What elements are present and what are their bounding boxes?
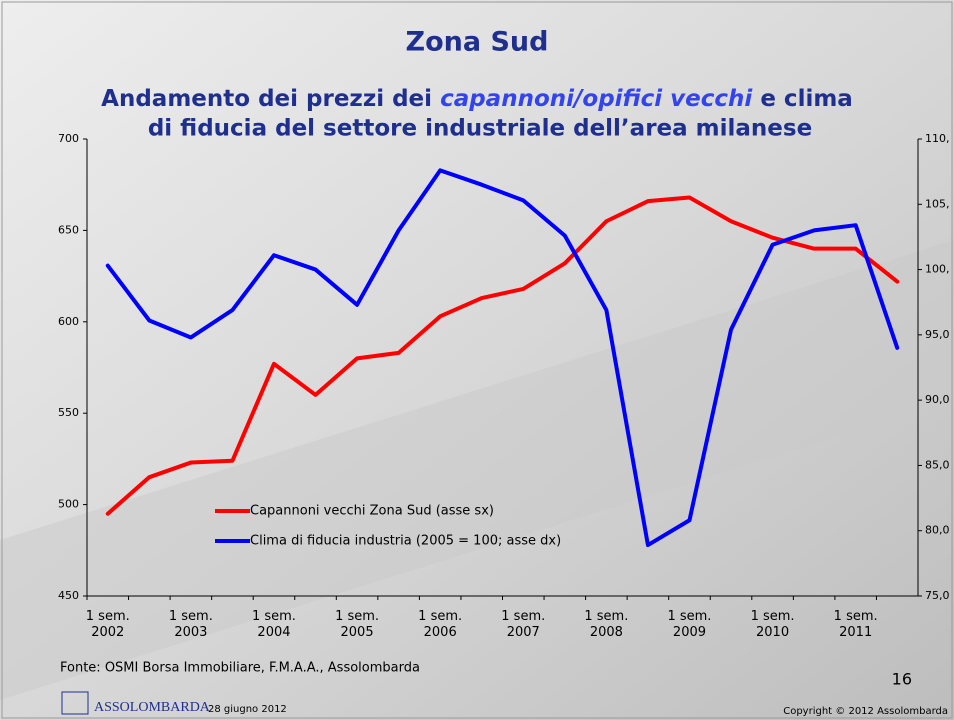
x-tick-label-line: 1 sem. — [751, 609, 795, 624]
subtitle-italic: capannoni/opifici vecchi — [440, 86, 753, 112]
y-tick-label: 650 — [58, 223, 79, 236]
y-tick-label: 550 — [58, 406, 79, 419]
x-tick-label: 1 sem. 2004 — [252, 609, 296, 640]
x-tick-label-line: 1 sem. — [501, 609, 545, 624]
y2-tick-label: 100, — [925, 263, 950, 276]
x-tick-label: 1 sem. 2010 — [751, 609, 795, 640]
x-tick-label-line: 1 sem. — [335, 609, 379, 624]
legend-label: Capannoni vecchi Zona Sud (asse sx) — [250, 504, 494, 519]
y-tick-label: 700 — [58, 132, 79, 145]
series-line — [105, 168, 900, 548]
x-tick-label-line: 2009 — [673, 625, 706, 640]
x-tick-label: 1 sem. 2009 — [667, 609, 711, 640]
copyright: Copyright © 2012 Assolombarda — [783, 706, 948, 717]
x-tick-label-line: 1 sem. — [169, 609, 213, 624]
x-tick-label: 1 sem. 2008 — [584, 609, 628, 640]
y2-tick-label: 75,0 — [925, 589, 950, 602]
x-tick-label: 1 sem. 2011 — [834, 609, 878, 640]
page-number: 16 — [892, 670, 912, 689]
y2-tick-label: 105, — [925, 197, 950, 210]
x-tick-label-line: 2005 — [341, 625, 374, 640]
x-tick-label-line: 2011 — [839, 625, 872, 640]
x-tick-label-line: 2007 — [507, 625, 540, 640]
series-line — [105, 195, 900, 516]
y2-tick-label: 110, — [925, 132, 950, 145]
y-tick-label: 450 — [58, 589, 79, 602]
x-tick-label: 1 sem. 2002 — [86, 609, 130, 640]
x-tick-label-line: 2002 — [91, 625, 124, 640]
y-tick-label: 500 — [58, 498, 79, 511]
x-tick-label: 1 sem. 2003 — [169, 609, 213, 640]
x-tick-label-line: 2010 — [756, 625, 789, 640]
y-tick-label: 600 — [58, 315, 79, 328]
x-tick-label-line: 1 sem. — [584, 609, 628, 624]
y2-tick-label: 90,0 — [925, 393, 950, 406]
logo: ASSOLOMBARDA — [94, 700, 211, 715]
x-tick-label-line: 2004 — [257, 625, 290, 640]
x-tick-label: 1 sem. 2007 — [501, 609, 545, 640]
date: 28 giugno 2012 — [208, 704, 287, 715]
chart-title: Zona Sud — [406, 27, 549, 58]
y2-tick-label: 95,0 — [925, 328, 950, 341]
x-tick-label-line: 1 sem. — [418, 609, 462, 624]
x-tick-label-line: 1 sem. — [86, 609, 130, 624]
source: Fonte: OSMI Borsa Immobiliare, F.M.A.A.,… — [60, 661, 420, 676]
y2-tick-label: 80,0 — [925, 524, 950, 537]
legend-label: Clima di fiducia industria (2005 = 100; … — [250, 534, 561, 549]
background-shape — [0, 240, 954, 700]
x-tick-label-line: 2008 — [590, 625, 623, 640]
subtitle-part: Andamento dei prezzi dei — [101, 86, 432, 112]
x-tick-label-line: 1 sem. — [834, 609, 878, 624]
chart-subtitle: di fiducia del settore industriale dell’… — [148, 116, 812, 142]
chart-subtitle: Andamento dei prezzi dei capannoni/opifi… — [101, 86, 853, 112]
x-tick-label: 1 sem. 2006 — [418, 609, 462, 640]
x-tick-label: 1 sem. 2005 — [335, 609, 379, 640]
x-tick-label-line: 2003 — [174, 625, 207, 640]
x-tick-label-line: 1 sem. — [667, 609, 711, 624]
logo-icon — [61, 691, 89, 715]
x-tick-label-line: 1 sem. — [252, 609, 296, 624]
x-tick-label-line: 2006 — [424, 625, 457, 640]
y2-tick-label: 85,0 — [925, 458, 950, 471]
subtitle-part: e clima — [760, 86, 853, 112]
